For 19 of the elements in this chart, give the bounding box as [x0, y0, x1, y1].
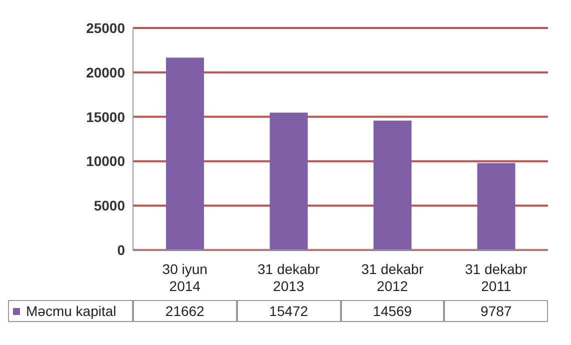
- data-label: 9787: [444, 300, 548, 322]
- y-tick-label: 15000: [86, 108, 126, 125]
- data-label: 15472: [236, 300, 340, 322]
- bar: [374, 120, 412, 250]
- y-tick-label: 0: [117, 242, 126, 258]
- data-label: 21662: [133, 300, 237, 322]
- y-tick-label: 25000: [86, 20, 126, 36]
- y-tick-label: 10000: [86, 153, 126, 170]
- bar: [166, 58, 204, 250]
- x-tick-label: 31 dekabr 2013: [257, 261, 320, 294]
- x-tick-label: 31 dekabr 2011: [464, 261, 528, 294]
- y-tick-label: 5000: [94, 198, 126, 214]
- y-tick-label: 20000: [86, 64, 126, 80]
- legend-label: Məcmu kapital: [26, 303, 116, 319]
- x-tick-label: 31 dekabr 2012: [361, 261, 424, 294]
- x-tick-label: 30 iyun 2014: [162, 261, 208, 294]
- bar: [477, 163, 516, 250]
- bar: [270, 112, 308, 250]
- data-label: 14569: [340, 300, 444, 322]
